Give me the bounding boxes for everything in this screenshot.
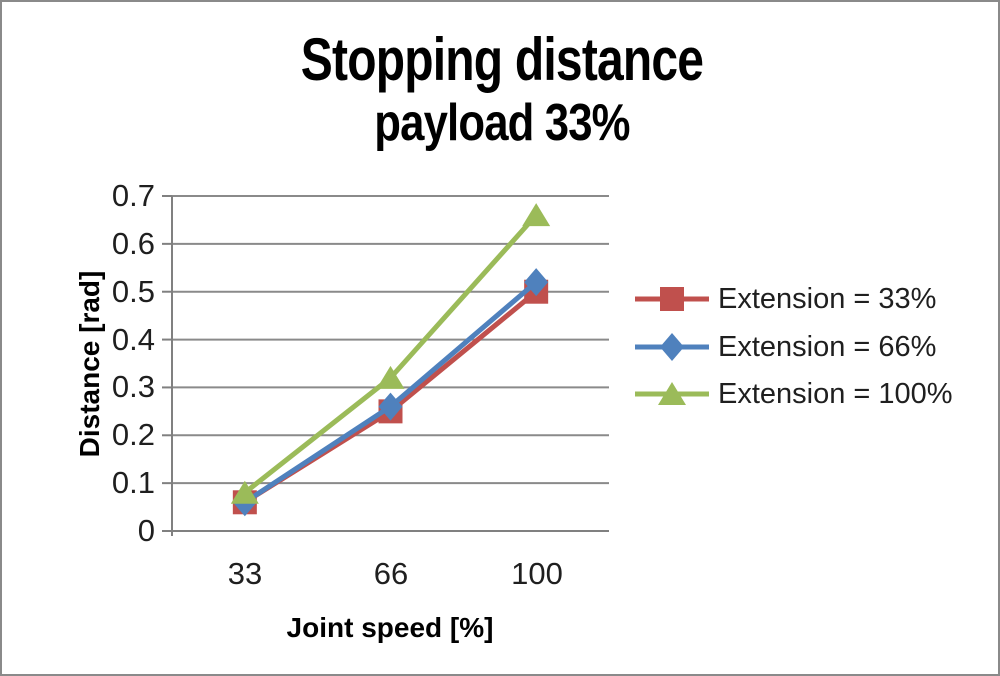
marker-triangle — [230, 480, 259, 504]
marker-square — [660, 287, 684, 311]
marker-triangle — [522, 203, 551, 227]
y-tick-label: 0.2 — [111, 417, 155, 452]
y-tick-label: 0.1 — [111, 465, 155, 500]
legend-marker-diamond-icon — [635, 333, 709, 361]
legend-label: Extension = 66% — [718, 331, 937, 363]
marker-diamond — [378, 392, 403, 421]
legend-entry-extension-100: Extension = 100% — [632, 376, 953, 412]
series-line-1 — [243, 280, 538, 505]
legend-marker-square-icon — [635, 287, 709, 311]
y-tick-label: 0.7 — [111, 178, 155, 213]
x-tick-label: 33 — [227, 556, 263, 591]
y-axis-title: Distance [rad] — [74, 270, 105, 458]
marker-diamond — [660, 333, 684, 361]
marker-triangle — [658, 382, 686, 405]
legend-entry-extension-33: Extension = 33% — [632, 281, 936, 317]
chart-subtitle: payload 33% — [374, 94, 630, 152]
x-tick-label: 66 — [373, 556, 409, 591]
legend-entry-extension-66: Extension = 66% — [632, 329, 936, 365]
chart-title: Stopping distance — [300, 26, 704, 93]
y-tick-label: 0.6 — [111, 226, 155, 261]
y-tick-label: 0.5 — [111, 274, 155, 309]
legend-label: Extension = 33% — [718, 283, 937, 315]
series-line-2 — [243, 213, 539, 495]
x-axis-title: Joint speed [%] — [286, 612, 494, 643]
legend-marker-triangle-icon — [635, 382, 709, 405]
legend-label: Extension = 100% — [718, 378, 953, 410]
y-tick-label: 0 — [137, 513, 155, 548]
x-tick-label: 100 — [511, 556, 563, 591]
y-tick-label: 0.3 — [111, 369, 155, 404]
y-tick-label: 0.4 — [111, 322, 155, 357]
marker-diamond — [524, 268, 549, 297]
marker-triangle — [376, 365, 405, 389]
